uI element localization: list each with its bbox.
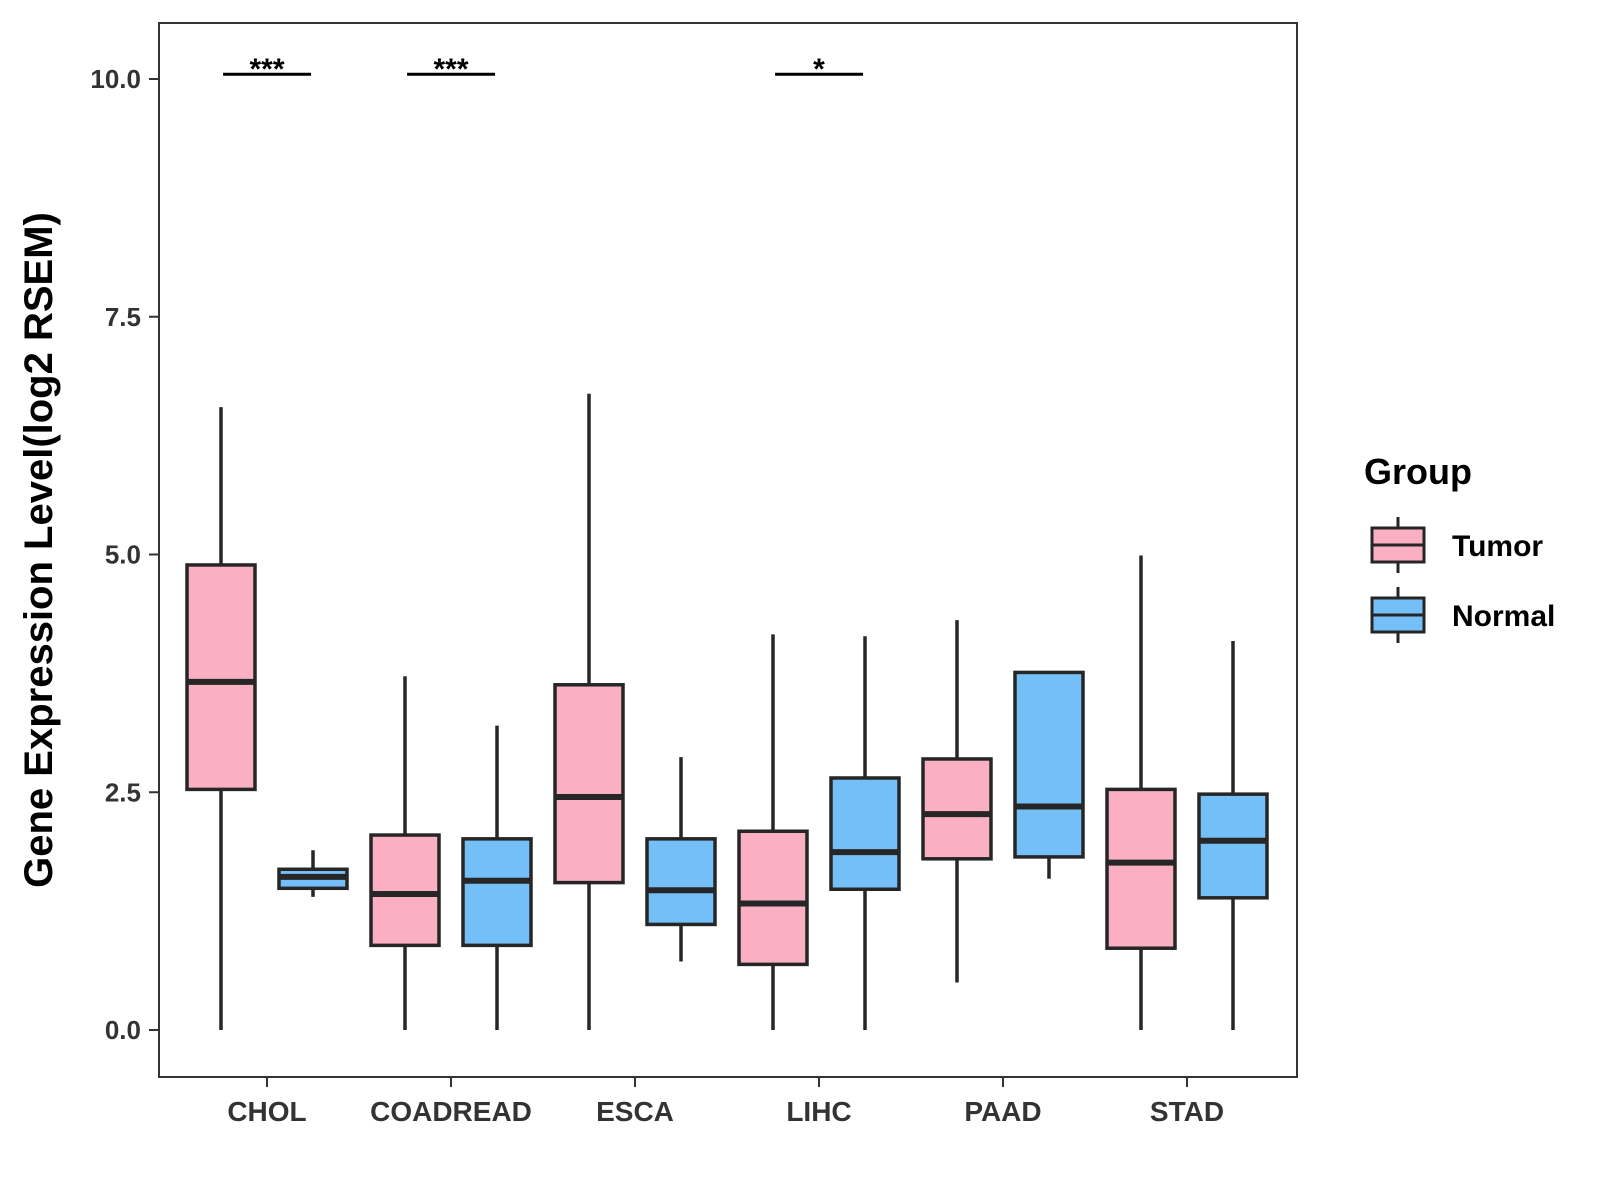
y-tick-label: 10.0 — [90, 64, 141, 94]
legend-label: Normal — [1452, 600, 1555, 633]
x-tick-label: STAD — [1150, 1096, 1224, 1127]
y-tick-label: 0.0 — [105, 1015, 141, 1045]
significance-layer: *** *** * — [223, 53, 863, 86]
box-normal-paad — [1013, 670, 1085, 879]
y-tick-label: 5.0 — [105, 540, 141, 570]
box-normal-lihc — [829, 636, 901, 1030]
box-body — [737, 829, 809, 967]
significance-label: *** — [249, 53, 284, 86]
x-tick-label: ESCA — [596, 1096, 674, 1127]
box-normal-stad — [1197, 641, 1269, 1030]
box-body — [461, 837, 533, 948]
box-tumor-chol — [185, 407, 257, 1030]
box-body — [921, 757, 993, 861]
box-normal-coadread — [461, 725, 533, 1030]
legend-title: Group — [1364, 451, 1472, 492]
box-body — [1013, 670, 1085, 859]
y-tick-label: 2.5 — [105, 777, 141, 807]
x-tick-label: PAAD — [964, 1096, 1041, 1127]
box-body — [553, 683, 625, 885]
box-normal-esca — [645, 757, 717, 962]
box-body — [1105, 787, 1177, 950]
box-body — [645, 837, 717, 927]
legend-item-normal: Normal — [1370, 587, 1555, 643]
boxes-layer — [185, 393, 1269, 1030]
legend: Group Tumor Normal — [1364, 451, 1555, 643]
significance-label: *** — [433, 53, 468, 86]
legend-item-tumor: Tumor — [1370, 517, 1543, 573]
x-tick-label: COADREAD — [370, 1096, 532, 1127]
x-axis: CHOL COADREAD ESCA LIHC PAAD STAD — [227, 1077, 1224, 1127]
x-tick-label: CHOL — [227, 1096, 306, 1127]
box-body — [829, 776, 901, 892]
box-tumor-lihc — [737, 634, 809, 1030]
legend-label: Tumor — [1452, 530, 1543, 563]
box-body — [185, 563, 257, 792]
box-tumor-esca — [553, 393, 625, 1030]
y-axis: 0.0 2.5 5.0 7.5 10.0 — [90, 64, 159, 1045]
significance-label: * — [813, 53, 825, 86]
y-axis-label: Gene Expression Level(log2 RSEM) — [17, 212, 61, 888]
box-tumor-coadread — [369, 676, 441, 1030]
y-tick-label: 7.5 — [105, 302, 141, 332]
x-tick-label: LIHC — [786, 1096, 851, 1127]
box-normal-chol — [277, 850, 349, 897]
box-body — [369, 833, 441, 948]
box-tumor-stad — [1105, 555, 1177, 1030]
box-tumor-paad — [921, 620, 993, 983]
box-body — [1197, 792, 1269, 900]
